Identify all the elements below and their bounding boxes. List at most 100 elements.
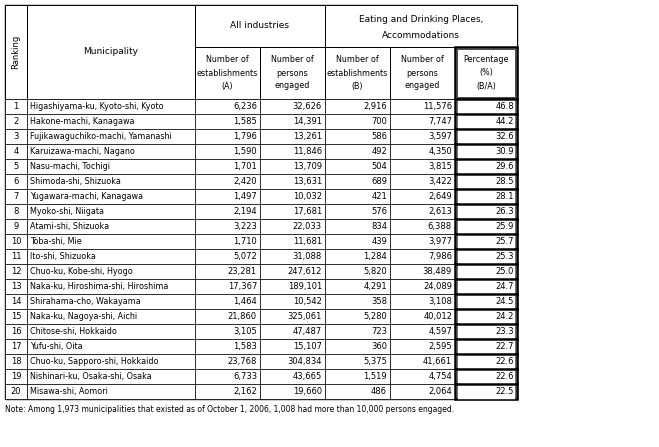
Bar [457,130,515,143]
Text: 15: 15 [11,312,21,321]
Text: 1,519: 1,519 [363,372,387,381]
Text: 24.7: 24.7 [496,282,514,291]
Bar [390,174,455,189]
Text: 28.1: 28.1 [496,192,514,201]
Bar [27,354,195,369]
Text: (B/A): (B/A) [476,81,496,90]
Text: 24.5: 24.5 [496,297,514,306]
Text: engaged: engaged [405,81,440,90]
Bar [455,204,517,219]
Bar [195,324,260,339]
Bar [260,369,325,384]
Text: Chuo-ku, Sapporo-shi, Hokkaido: Chuo-ku, Sapporo-shi, Hokkaido [30,357,159,366]
Bar [27,5,195,99]
Text: 40,012: 40,012 [423,312,452,321]
Bar [195,249,260,264]
Text: 3,977: 3,977 [428,237,452,246]
Text: 1,464: 1,464 [233,297,257,306]
Bar [457,325,515,338]
Text: 4,597: 4,597 [428,327,452,336]
Text: 3,105: 3,105 [233,327,257,336]
Text: persons: persons [277,68,308,77]
Text: Nasu-machi, Tochigi: Nasu-machi, Tochigi [30,162,110,171]
Text: 22.7: 22.7 [496,342,514,351]
Bar [5,144,27,159]
Text: 586: 586 [371,132,387,141]
Bar [5,339,27,354]
Text: 4: 4 [13,147,18,156]
Text: 689: 689 [371,177,387,186]
Bar [260,384,325,399]
Text: 1,585: 1,585 [233,117,257,126]
Text: 3,597: 3,597 [428,132,452,141]
Bar [195,234,260,249]
Bar [455,174,517,189]
Text: 22.6: 22.6 [496,357,514,366]
Text: 7,986: 7,986 [428,252,452,261]
Bar [5,234,27,249]
Bar [325,234,390,249]
Bar [5,264,27,279]
Bar [5,279,27,294]
Bar [457,144,515,159]
Bar [260,189,325,204]
Bar [457,340,515,354]
Text: 29.6: 29.6 [496,162,514,171]
Bar [455,114,517,129]
Bar [27,174,195,189]
Text: persons: persons [407,68,438,77]
Bar [325,189,390,204]
Text: 4,350: 4,350 [428,147,452,156]
Bar [260,354,325,369]
Bar [455,279,517,294]
Text: 325,061: 325,061 [287,312,322,321]
Bar [5,354,27,369]
Bar [5,114,27,129]
Bar [195,99,260,114]
Text: 43,665: 43,665 [293,372,322,381]
Bar [5,219,27,234]
Bar [455,384,517,399]
Text: 17,367: 17,367 [227,282,257,291]
Text: 11,576: 11,576 [423,102,452,111]
Bar [195,354,260,369]
Bar [5,249,27,264]
Text: Note: Among 1,973 municipalities that existed as of October 1, 2006, 1,008 had m: Note: Among 1,973 municipalities that ex… [5,405,454,414]
Bar [27,339,195,354]
Bar [27,369,195,384]
Text: 2,194: 2,194 [233,207,257,216]
Bar [195,129,260,144]
Text: 3,108: 3,108 [428,297,452,306]
Bar [27,219,195,234]
Text: 5,820: 5,820 [363,267,387,276]
Bar [5,369,27,384]
Text: 247,612: 247,612 [287,267,322,276]
Text: 25.3: 25.3 [496,252,514,261]
Bar [455,324,517,339]
Bar [325,339,390,354]
Text: 1,701: 1,701 [233,162,257,171]
Text: 1,796: 1,796 [233,132,257,141]
Bar [325,204,390,219]
Text: 421: 421 [371,192,387,201]
Bar [195,47,260,99]
Text: 2: 2 [13,117,18,126]
Text: 723: 723 [371,327,387,336]
Bar [457,235,515,249]
Bar [195,144,260,159]
Bar [260,339,325,354]
Text: 44.2: 44.2 [496,117,514,126]
Text: Toba-shi, Mie: Toba-shi, Mie [30,237,82,246]
Text: 13,631: 13,631 [293,177,322,186]
Text: Percentage: Percentage [463,55,509,64]
Bar [195,219,260,234]
Bar [27,309,195,324]
Text: 11,846: 11,846 [293,147,322,156]
Text: Chuo-ku, Kobe-shi, Hyogo: Chuo-ku, Kobe-shi, Hyogo [30,267,132,276]
Bar [260,309,325,324]
Bar [325,264,390,279]
Text: All industries: All industries [231,21,289,30]
Bar [195,309,260,324]
Text: 14,391: 14,391 [293,117,322,126]
Text: 15,107: 15,107 [293,342,322,351]
